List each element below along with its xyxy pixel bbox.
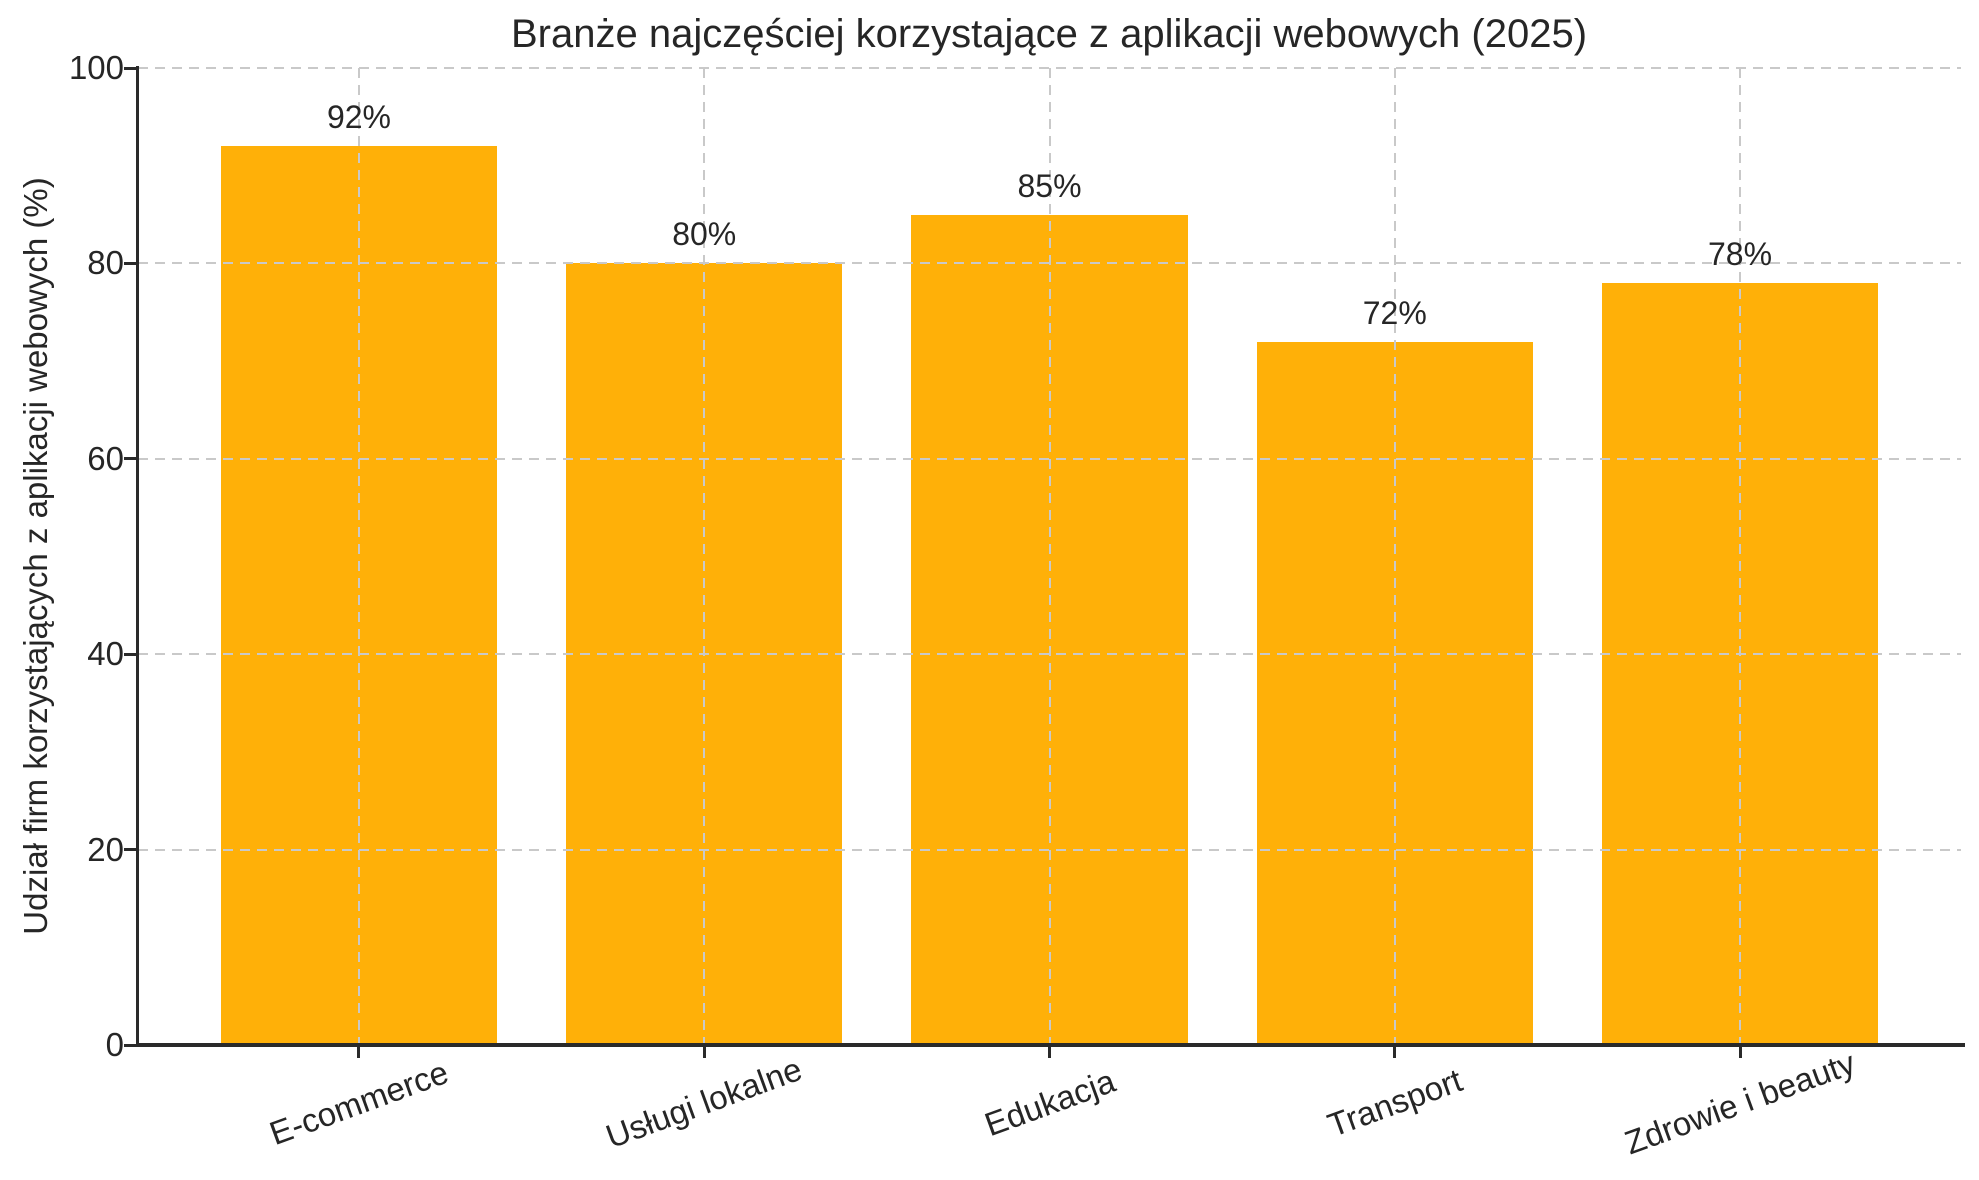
bar-value-label: 78%: [1707, 235, 1773, 272]
x-tick-mark: [702, 1047, 706, 1058]
y-tick-label: 20: [87, 830, 124, 868]
y-tick-mark: [124, 1043, 137, 1047]
y-tick-mark: [124, 261, 137, 265]
y-tick-label: 60: [87, 439, 124, 477]
x-tick-label-transport: Transport: [1322, 1061, 1467, 1144]
gridline-vertical: [703, 68, 706, 1045]
x-tick-mark: [1393, 1047, 1397, 1058]
bar-value-label: 92%: [326, 99, 391, 136]
x-tick-label-us-ugi-lokalne: Usługi lokalne: [601, 1050, 807, 1156]
bar-value-label: 85%: [1017, 167, 1082, 204]
bar-value-label: 72%: [1362, 294, 1427, 331]
chart-title: Branże najczęściej korzystające z aplika…: [510, 12, 1588, 56]
y-tick-label: 0: [105, 1026, 124, 1063]
gridline-vertical: [357, 68, 360, 1045]
y-tick-label: 100: [68, 49, 124, 86]
gridline-vertical: [1393, 68, 1396, 1045]
x-tick-label-zdrowie-i-beauty: Zdrowie i beauty: [1619, 1043, 1860, 1162]
x-tick-label-e-commerce: E-commerce: [264, 1053, 454, 1152]
y-tick-mark: [124, 848, 137, 852]
gridline-vertical: [1739, 68, 1742, 1045]
x-tick-label-edukacja: Edukacja: [979, 1061, 1120, 1144]
x-tick-mark: [1048, 1047, 1051, 1058]
y-tick-mark: [124, 66, 137, 70]
y-axis-spine: [136, 66, 139, 1047]
y-tick-mark: [124, 652, 137, 656]
x-axis-spine: [136, 1043, 1965, 1047]
y-tick-mark: [124, 457, 137, 461]
x-tick-mark: [357, 1047, 361, 1058]
y-axis-label: Udział firm korzystających z aplikacji w…: [17, 177, 54, 935]
x-tick-mark: [1738, 1047, 1742, 1058]
y-tick-label: 80: [87, 244, 124, 282]
gridline-vertical: [1048, 68, 1051, 1045]
y-tick-label: 40: [87, 635, 124, 673]
bar-value-label: 80%: [672, 216, 737, 253]
